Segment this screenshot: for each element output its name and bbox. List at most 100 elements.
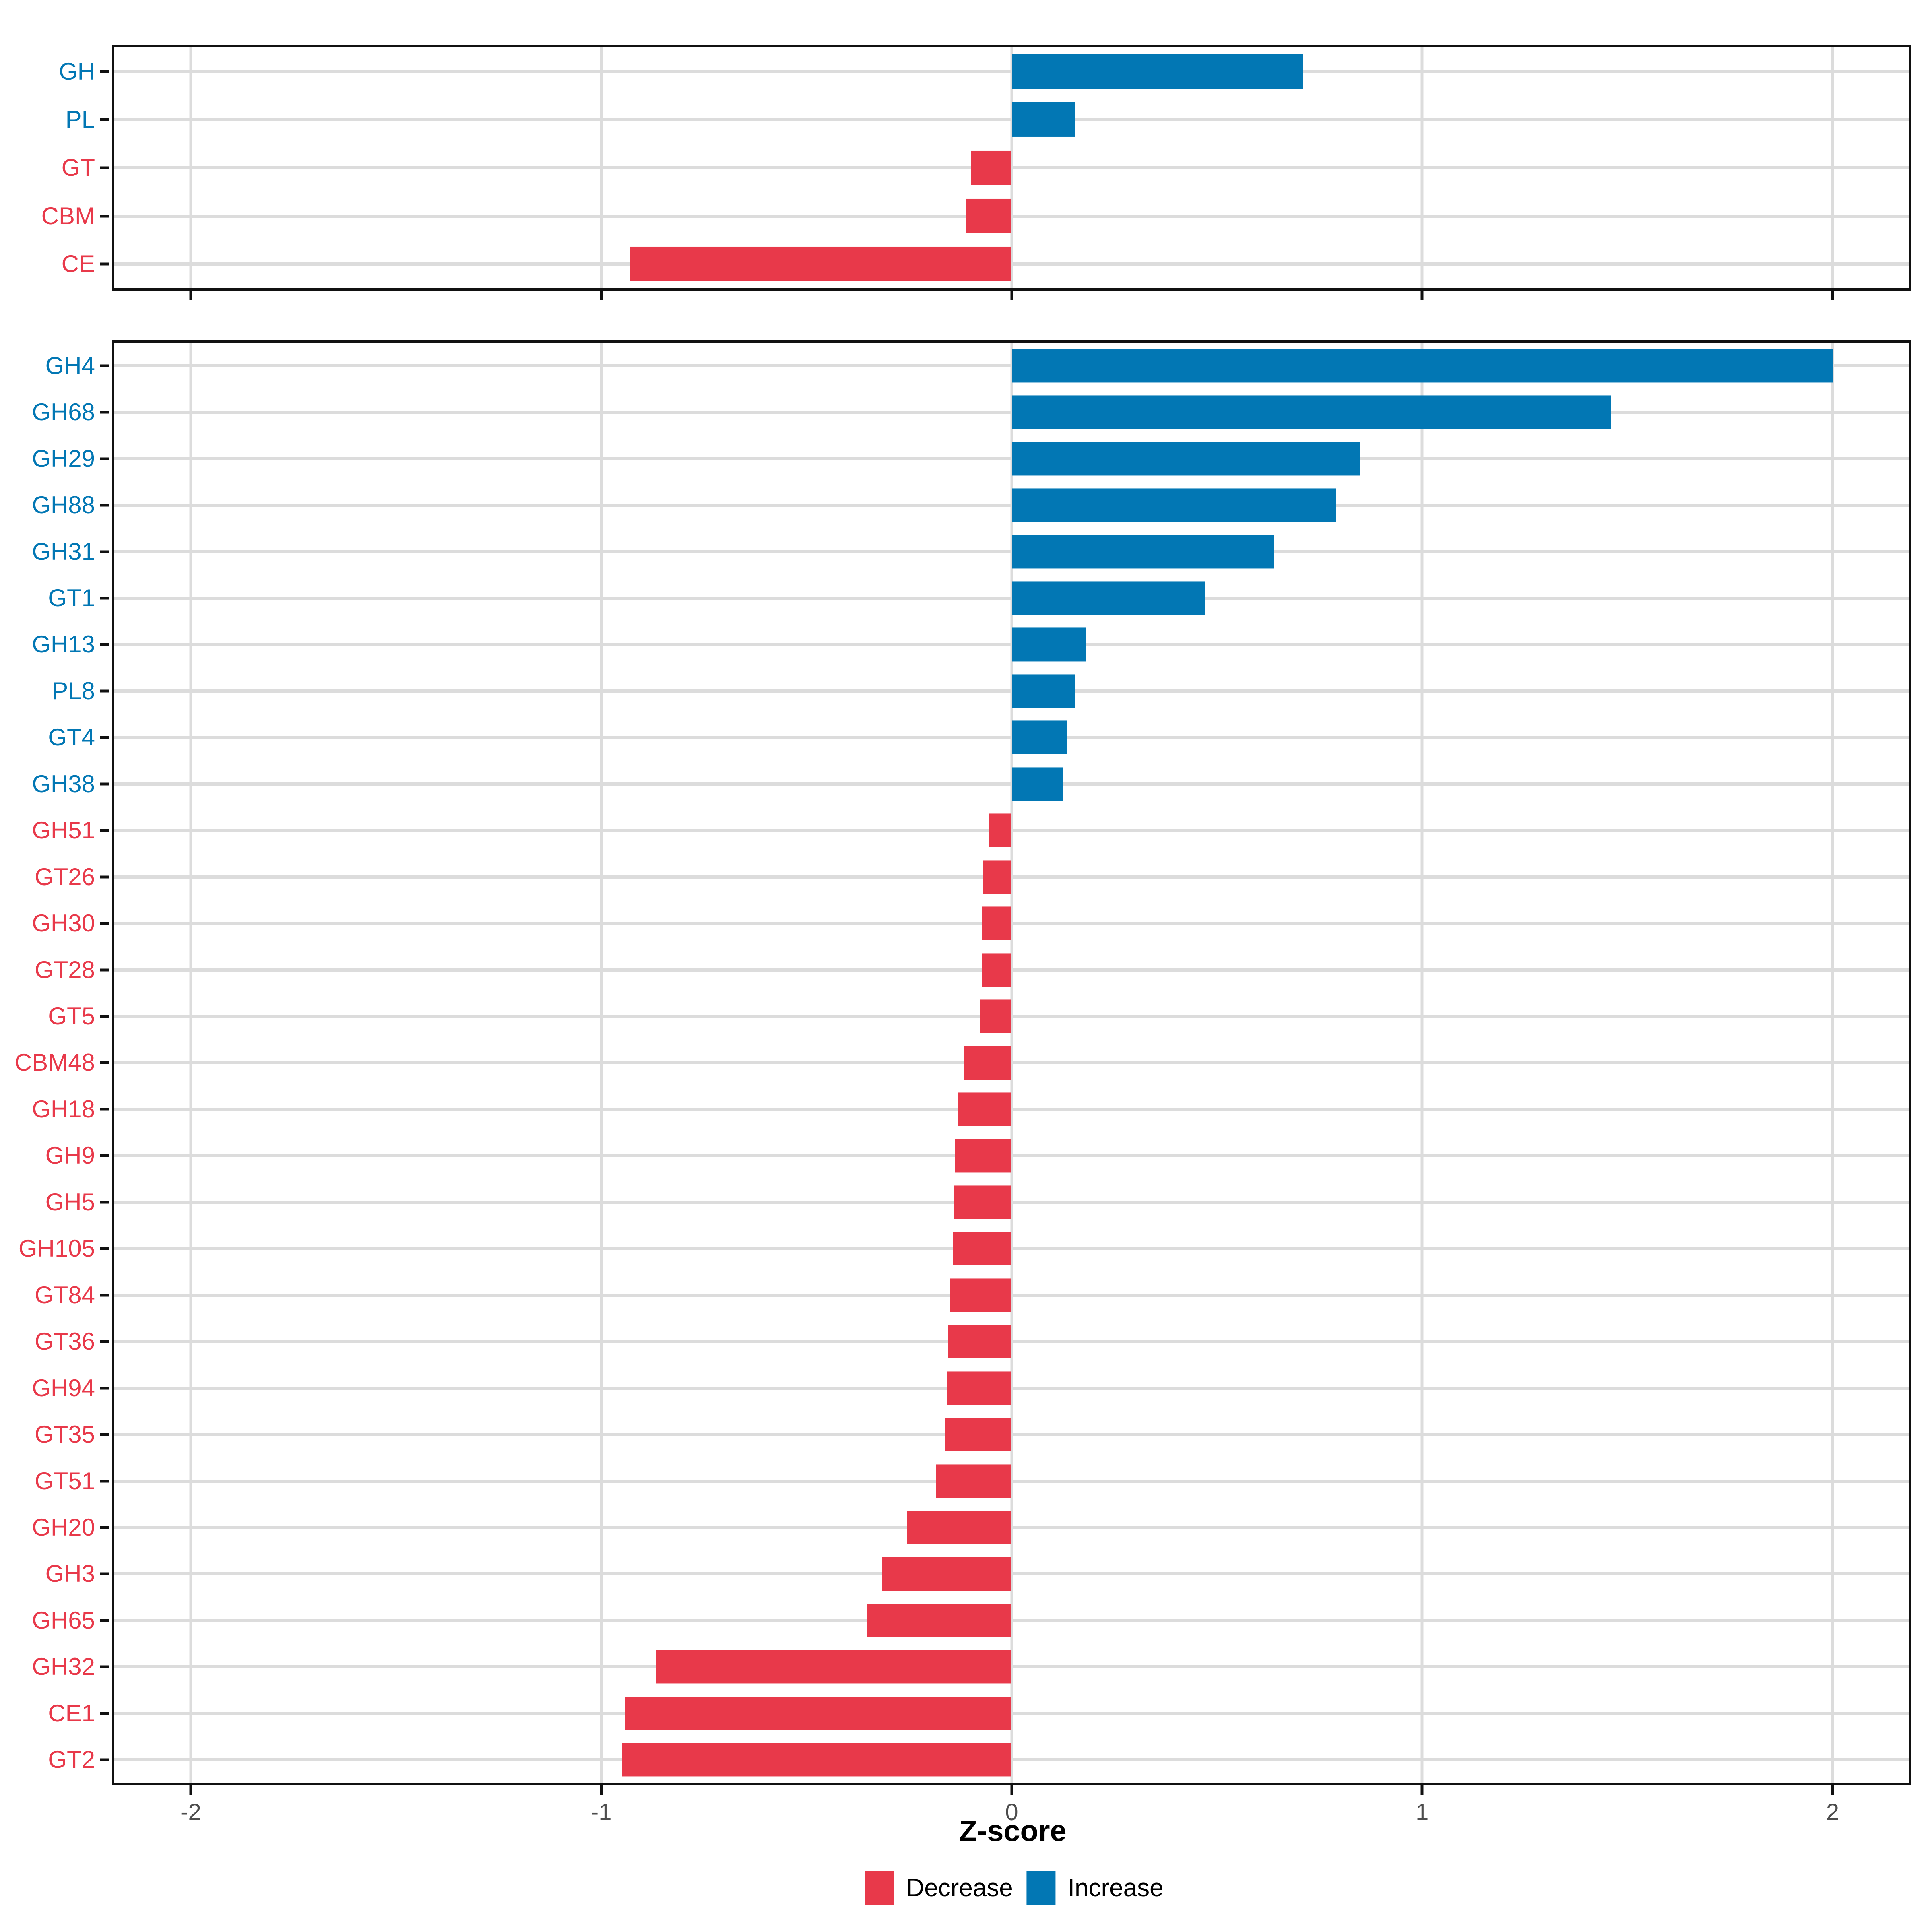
- category-gridline: [114, 1479, 1909, 1483]
- y-axis-tick: [100, 1294, 109, 1297]
- bar-gt: [970, 150, 1012, 186]
- y-axis-tick: [100, 118, 109, 121]
- category-gridline: [114, 1526, 1909, 1529]
- category-row: GT4: [48, 714, 1909, 761]
- y-axis-tick: [100, 457, 109, 460]
- category-row: CBM: [41, 192, 1909, 240]
- x-axis-tick: [600, 291, 603, 300]
- y-axis-label: CBM: [41, 202, 95, 229]
- bar-gh30: [982, 906, 1012, 940]
- category-row: GT36: [35, 1318, 1909, 1364]
- y-axis-tick: [100, 504, 109, 507]
- legend-label-increase: Increase: [1067, 1874, 1164, 1902]
- x-axis-tick-label: -1: [590, 1799, 612, 1825]
- y-axis-label: GH65: [32, 1606, 95, 1634]
- category-row: GH4: [45, 343, 1909, 389]
- category-row: CBM48: [14, 1040, 1909, 1086]
- category-row: GH9: [45, 1133, 1909, 1179]
- x-axis-tick: [1010, 1785, 1013, 1795]
- y-axis-tick: [100, 1247, 109, 1250]
- y-axis-label: GH9: [45, 1142, 95, 1169]
- y-axis-tick: [100, 782, 109, 786]
- bar-gt26: [983, 860, 1012, 894]
- bar-ce1: [625, 1697, 1012, 1730]
- x-axis-tick: [189, 1785, 192, 1795]
- y-axis-label: GH3: [45, 1560, 95, 1587]
- bar-ce: [630, 247, 1012, 282]
- category-gridline: [114, 1618, 1909, 1622]
- bar-gt5: [979, 999, 1012, 1033]
- category-row: GH18: [32, 1086, 1909, 1132]
- category-gridline: [114, 262, 1909, 266]
- x-axis-tick-label: 2: [1826, 1799, 1839, 1825]
- bar-gh5: [954, 1185, 1012, 1219]
- category-row: PL: [66, 96, 1909, 144]
- y-axis-label: GH32: [32, 1653, 95, 1680]
- bar-gh31: [1011, 535, 1275, 569]
- category-row: GT: [62, 144, 1909, 192]
- y-axis-tick: [100, 70, 109, 73]
- bar-gt4: [1011, 720, 1067, 754]
- legend-item-increase: Increase: [1026, 1871, 1164, 1905]
- x-axis-tick-label: 0: [1005, 1799, 1018, 1825]
- category-row: GH51: [32, 807, 1909, 854]
- category-gridline: [114, 875, 1909, 879]
- y-axis-tick: [100, 166, 109, 169]
- y-axis-tick: [100, 643, 109, 646]
- x-axis-tick: [1831, 1785, 1834, 1795]
- y-axis-tick: [100, 829, 109, 832]
- category-row: GT5: [48, 993, 1909, 1039]
- bar-gh4: [1011, 349, 1833, 383]
- bar-pl: [1011, 102, 1075, 137]
- y-axis-tick: [100, 215, 109, 218]
- bar-gt36: [948, 1325, 1012, 1358]
- category-gridline: [114, 214, 1909, 218]
- x-axis-tick: [1831, 291, 1834, 300]
- y-axis-label: GT51: [34, 1467, 95, 1494]
- bar-gt1: [1011, 581, 1205, 615]
- bar-gh68: [1011, 395, 1611, 429]
- legend-swatch-increase: [1026, 1871, 1056, 1905]
- x-axis-tick-label: 1: [1416, 1799, 1429, 1825]
- y-axis-label: GT36: [34, 1328, 95, 1355]
- y-axis-label: CE1: [48, 1699, 95, 1727]
- y-axis-label: PL: [65, 106, 95, 133]
- legend-swatch-decrease: [865, 1871, 894, 1905]
- y-axis-tick: [100, 1061, 109, 1064]
- category-gridline: [114, 1340, 1909, 1344]
- y-axis-tick: [100, 1572, 109, 1575]
- y-axis-tick: [100, 411, 109, 414]
- y-axis-tick: [100, 1108, 109, 1111]
- category-row: GT26: [35, 854, 1909, 900]
- y-axis-label: CE: [61, 250, 95, 278]
- y-axis-label: GT: [61, 154, 95, 181]
- y-axis-tick: [100, 1015, 109, 1018]
- category-row: CE1: [48, 1690, 1909, 1736]
- bar-gt28: [982, 953, 1012, 987]
- category-gridline: [114, 1386, 1909, 1390]
- y-axis-label: CBM48: [14, 1049, 95, 1076]
- bar-gt84: [950, 1278, 1012, 1312]
- x-axis-tick: [189, 291, 192, 300]
- y-axis-tick: [100, 1712, 109, 1715]
- category-gridline: [114, 968, 1909, 972]
- category-row: GH68: [32, 389, 1909, 435]
- category-row: GH38: [32, 761, 1909, 807]
- y-axis-label: GT28: [34, 956, 95, 983]
- bar-cbm48: [964, 1046, 1012, 1080]
- category-row: CE: [62, 240, 1909, 288]
- bar-gh29: [1011, 442, 1361, 476]
- category-gridline: [114, 1758, 1909, 1762]
- y-axis-label: GH31: [32, 538, 95, 565]
- y-axis-label: GH51: [32, 817, 95, 844]
- y-axis-label: GT1: [48, 584, 95, 611]
- category-row: GH32: [32, 1644, 1909, 1690]
- y-axis-label: GH: [59, 58, 95, 85]
- bar-gh65: [867, 1604, 1012, 1637]
- category-gridline: [114, 166, 1909, 169]
- x-axis-tick: [600, 1785, 603, 1795]
- y-axis-label: GT26: [34, 863, 95, 890]
- y-axis-label: GH5: [45, 1188, 95, 1216]
- y-axis-label: GH4: [45, 352, 95, 379]
